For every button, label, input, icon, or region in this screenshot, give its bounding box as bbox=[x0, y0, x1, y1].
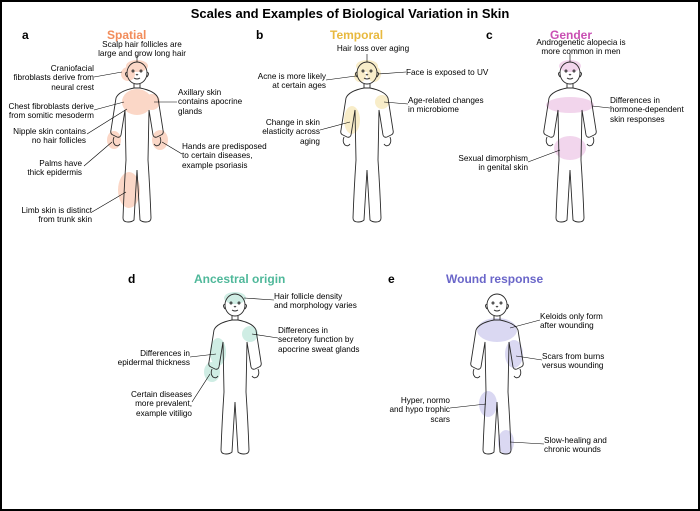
label-thickness: Differences inepidermal thickness bbox=[110, 349, 190, 368]
label-burns: Scars from burnsversus wounding bbox=[542, 352, 632, 371]
leads-b bbox=[250, 22, 470, 272]
label-hormone: Differences inhormone-dependentskin resp… bbox=[610, 96, 700, 124]
label-hairloss: Hair loss over aging bbox=[318, 44, 428, 53]
label-limb: Limb skin is distinctfrom trunk skin bbox=[6, 206, 92, 225]
panel-b: b Temporal bbox=[250, 22, 470, 272]
leads-e bbox=[382, 272, 642, 511]
label-keloids: Keloids only formafter wounding bbox=[540, 312, 630, 331]
panel-e: e Wound response Keloids only forma bbox=[382, 272, 642, 511]
label-chest: Chest fibroblasts derivefrom somitic mes… bbox=[0, 102, 94, 121]
label-elasticity: Change in skinelasticity acrossaging bbox=[250, 118, 320, 146]
label-follicle: Hair follicle densityand morphology vari… bbox=[274, 292, 369, 311]
label-axillary: Axillary skincontains apocrineglands bbox=[178, 88, 258, 116]
label-scalp: Scalp hair follicles arelarge and grow l… bbox=[77, 40, 207, 59]
figure-title: Scales and Examples of Biological Variat… bbox=[2, 2, 698, 21]
label-chronic: Slow-healing andchronic wounds bbox=[544, 436, 634, 455]
label-dimorphism: Sexual dimorphismin genital skin bbox=[452, 154, 528, 173]
label-secretory: Differences insecretory function byapocr… bbox=[278, 326, 378, 354]
leads-c bbox=[480, 22, 700, 272]
label-vitiligo: Certain diseasesmore prevalent,example v… bbox=[116, 390, 192, 418]
panel-c: c Gender Androgenetic alopecia ismore co… bbox=[480, 22, 700, 272]
panel-d: d Ancestral origin Hair follic bbox=[122, 272, 372, 511]
label-nipple: Nipple skin containsno hair follicles bbox=[0, 127, 86, 146]
label-palms: Palms havethick epidermis bbox=[10, 159, 82, 178]
panel-a: a Spatial bbox=[2, 22, 262, 272]
label-trophic: Hyper, normoand hypo trophicscars bbox=[378, 396, 450, 424]
label-craniofacial: Craniofacialfibroblasts derive fromneura… bbox=[2, 64, 94, 92]
label-acne: Acne is more likelyat certain ages bbox=[246, 72, 326, 91]
label-alopecia: Androgenetic alopecia ismore common in m… bbox=[516, 38, 646, 57]
figure-frame: Scales and Examples of Biological Variat… bbox=[0, 0, 700, 511]
